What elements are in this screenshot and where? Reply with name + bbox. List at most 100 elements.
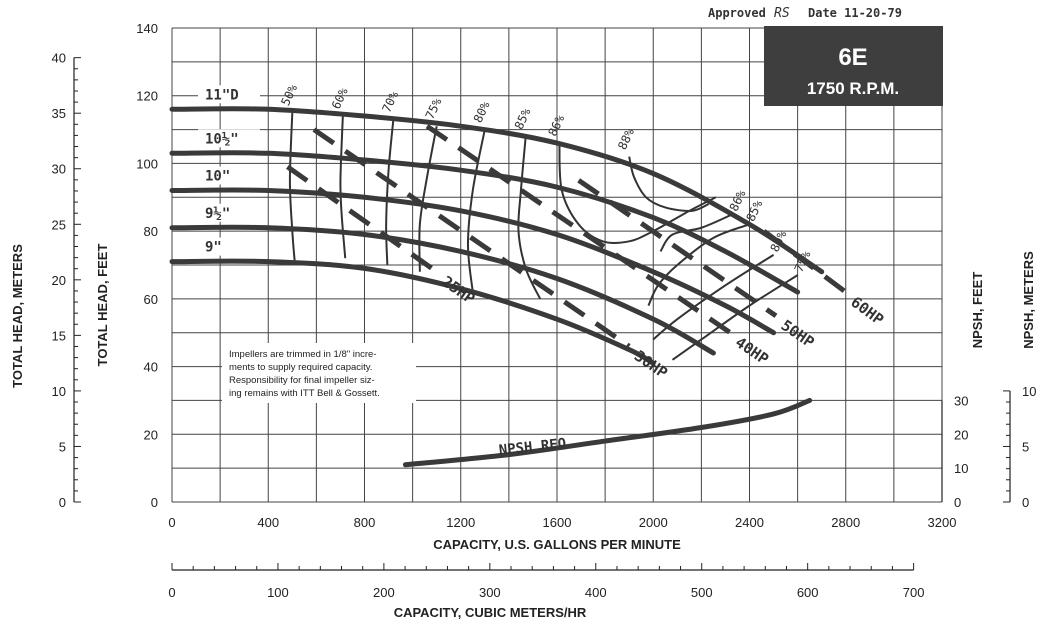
power-label: 40HP: [732, 333, 772, 368]
y-meters-tick-label: 30: [52, 162, 66, 177]
efficiency-label: 85%: [512, 105, 534, 131]
x-axis-title: CAPACITY, U.S. GALLONS PER MINUTE: [433, 537, 681, 552]
efficiency-curve: [288, 112, 296, 262]
note-line-3: Responsibility for final impeller siz-: [229, 375, 375, 386]
model-name: 6E: [838, 44, 867, 71]
y-meters-axis-title: TOTAL HEAD, METERS: [10, 244, 25, 388]
impeller-label: 11"D: [205, 87, 239, 103]
x-tick-label: 2800: [831, 515, 860, 530]
impeller-curve: [169, 150, 801, 295]
efficiency-curve: [659, 213, 734, 253]
efficiency-label: 86%: [545, 112, 567, 138]
y-tick-label: 140: [136, 21, 158, 36]
y-meters-tick-label: 15: [52, 328, 66, 343]
x2-tick-label: 500: [691, 585, 713, 600]
x2-axis-title: CAPACITY, CUBIC METERS/HR: [394, 605, 587, 620]
npsh-feet-tick-label: 20: [954, 427, 968, 442]
impeller-curve: [169, 187, 777, 336]
efficiency-curve: [418, 125, 438, 272]
date-label: Date 11-20-79: [808, 6, 902, 20]
efficiency-label: 75%: [423, 95, 445, 121]
y-meters-tick-label: 5: [59, 439, 66, 454]
impeller-label: 10½": [205, 131, 239, 147]
y-axis-title: TOTAL HEAD, FEET: [95, 244, 110, 367]
power-label: 60HP: [847, 293, 887, 329]
x2-tick-label: 600: [797, 585, 819, 600]
impeller-label-bg: [198, 85, 260, 104]
note-box: [222, 343, 416, 403]
power-label: 30HP: [631, 347, 671, 382]
y-tick-label: 60: [144, 292, 158, 307]
y-meters-tick-label: 0: [59, 495, 66, 510]
x-tick-label: 400: [257, 515, 279, 530]
x2-tick-label: 0: [168, 585, 175, 600]
power-line: [577, 178, 778, 318]
speed-label: 1750 R.P.M.: [807, 79, 899, 98]
y-tick-label: 100: [136, 156, 158, 171]
npsh-req-curve: [402, 397, 813, 468]
efficiency-curve: [339, 115, 347, 259]
efficiency-curve: [517, 136, 542, 300]
x2-tick-label: 400: [585, 585, 607, 600]
efficiency-curve: [647, 223, 750, 307]
x2-tick-label: 300: [479, 585, 501, 600]
x-tick-label: 0: [168, 515, 175, 530]
efficiency-label: 86%: [727, 187, 749, 213]
y-meters-tick-label: 40: [52, 51, 66, 66]
efficiency-label: 85%: [744, 197, 766, 223]
y-meters-tick-label: 10: [52, 384, 66, 399]
npsh-feet-tick-label: 30: [954, 393, 968, 408]
note-line-1: Impellers are trimmed in 1/8" incre-: [229, 349, 377, 360]
power-line: [312, 127, 631, 349]
y-tick-label: 120: [136, 89, 158, 104]
x-tick-label: 1200: [446, 515, 475, 530]
x-tick-label: 3200: [928, 515, 957, 530]
y-tick-label: 20: [144, 427, 158, 442]
npsh-req-label: NPSH REQ: [498, 436, 567, 459]
efficiency-curve: [558, 143, 717, 244]
impeller-label: 9": [205, 240, 222, 256]
efficiency-label: 80%: [471, 99, 493, 125]
efficiency-curve: [466, 129, 486, 293]
impeller-label: 10": [205, 169, 230, 185]
impeller-curve: [169, 258, 656, 366]
x-tick-label: 800: [354, 515, 376, 530]
efficiency-label: 60%: [329, 85, 351, 111]
x-tick-label: 1600: [543, 515, 572, 530]
npsh-meters-axis-title: NPSH, METERS: [1021, 251, 1036, 349]
approved-initials: RS: [774, 6, 790, 21]
power-label: 25HP: [438, 272, 478, 308]
y-meters-tick-label: 20: [52, 273, 66, 288]
x-tick-label: 2400: [735, 515, 764, 530]
y-tick-label: 80: [144, 224, 158, 239]
x-tick-label: 2000: [639, 515, 668, 530]
x2-tick-label: 700: [903, 585, 925, 600]
x2-tick-label: 200: [373, 585, 395, 600]
npsh-meters-tick-label: 5: [1022, 439, 1029, 454]
npsh-meters-tick-label: 10: [1022, 384, 1036, 399]
y-tick-label: 40: [144, 360, 158, 375]
curves: 50%60%70%75%80%85%86%88%86%85%80%75%11"D…: [169, 82, 887, 468]
efficiency-curve: [628, 156, 710, 212]
note-line-2: ments to supply required capacity.: [229, 362, 372, 373]
npsh-feet-axis-title: NPSH, FEET: [970, 272, 985, 349]
x2-tick-label: 100: [267, 585, 289, 600]
note-line-4: ing remains with ITT Bell & Gossett.: [229, 388, 380, 399]
impeller-label-bg: [198, 237, 260, 256]
efficiency-curve: [671, 274, 799, 361]
impeller-label-bg: [198, 166, 260, 185]
impeller-label-bg: [198, 203, 260, 222]
npsh-feet-tick-label: 0: [954, 495, 961, 510]
impeller-label: 9½": [205, 206, 230, 222]
title-box: [764, 26, 943, 106]
npsh-meters-tick-label: 0: [1022, 495, 1029, 510]
impeller-curve: [169, 224, 716, 356]
power-line: [286, 164, 439, 274]
y-meters-tick-label: 35: [52, 106, 66, 121]
approved-label: Approved: [708, 6, 766, 20]
axes: 0 400 800 1200 1600 2000 2400 2800 3200020406080…: [52, 21, 1037, 600]
y-tick-label: 0: [151, 495, 158, 510]
efficiency-label: 50%: [278, 82, 300, 108]
